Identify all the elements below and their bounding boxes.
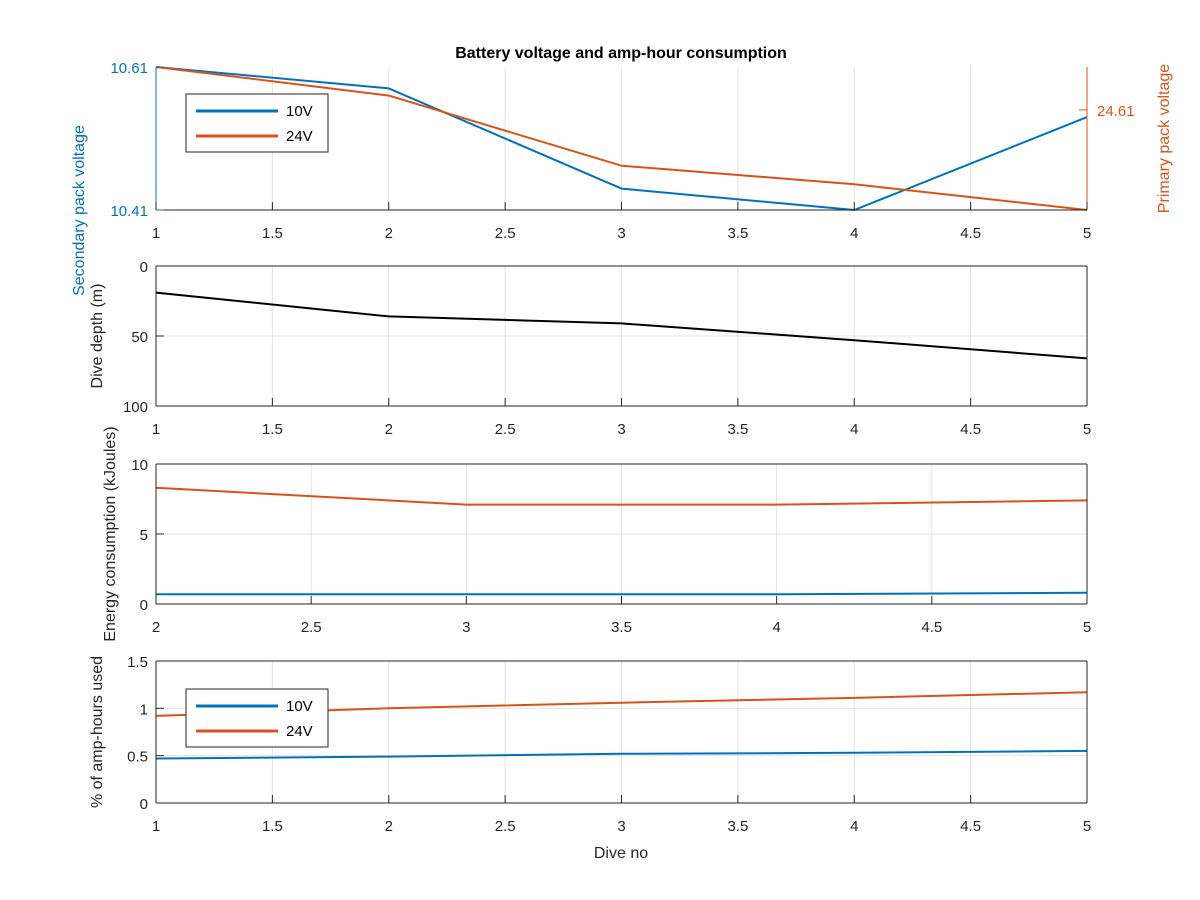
x-tick-label: 1.5 [262, 421, 283, 438]
x-tick-label: 4 [850, 225, 858, 242]
x-tick-label: 1.5 [262, 225, 283, 242]
x-tick-label: 3.5 [727, 818, 748, 835]
y-tick-label: 0 [140, 796, 148, 813]
legend-box [185, 93, 329, 153]
x-tick-label: 5 [1083, 818, 1091, 835]
x-tick-label: 1 [152, 225, 160, 242]
y-axis-label: Energy consumption (kJoules) [102, 426, 119, 641]
subplot-3: 2 2.5 3 3.5 4 4.5 5 0 5 10 Energy consumption (kJo… [102, 426, 1091, 641]
x-tick-label: 3 [462, 619, 470, 636]
x-tick-label: 4.5 [960, 818, 981, 835]
x-tick-label: 4 [850, 421, 858, 438]
x-tick-label: 4 [850, 818, 858, 835]
x-tick-label: 1.5 [262, 818, 283, 835]
y-tick-label-right: 24.61 [1097, 103, 1135, 120]
x-tick-label: 3.5 [611, 619, 632, 636]
y-tick-label: 0 [140, 597, 148, 614]
subplot-4: 1 1.5 2 2.5 3 3.5 4 4.5 5 0 0.5 1 1.5 % of amp-hours … [89, 654, 1091, 835]
x-tick-label: 2.5 [495, 421, 516, 438]
series-line [155, 66, 1088, 211]
subplot-1: 1 1.5 2 2.5 3 3.5 4 4.5 5 10.41 10.61 24.61 Secondar… [71, 60, 1173, 296]
series-line [155, 66, 1088, 211]
x-tick-label: 4 [772, 619, 780, 636]
y-tick-label: 50 [131, 329, 148, 346]
legend-entry: 24V [286, 723, 313, 740]
x-tick-label: 3.5 [727, 421, 748, 438]
legend-entry: 24V [286, 128, 313, 145]
y-tick-label: 10.61 [110, 60, 148, 77]
x-tick-label: 1 [152, 421, 160, 438]
x-tick-label: 5 [1083, 619, 1091, 636]
x-tick-label: 3 [617, 421, 625, 438]
x-tick-label: 2.5 [495, 818, 516, 835]
legend-box [185, 688, 329, 748]
x-tick-label: 4.5 [960, 225, 981, 242]
series-line [155, 486, 1088, 506]
y-tick-label: 1.5 [127, 654, 148, 671]
series-line [156, 591, 1088, 596]
x-axis-label: Dive no [594, 845, 648, 862]
subplots: 1 1.5 2 2.5 3 3.5 4 4.5 5 10.41 10.61 24.61 Secondar… [71, 60, 1173, 835]
x-tick-label: 2 [152, 619, 160, 636]
x-tick-label: 3 [617, 225, 625, 242]
x-tick-label: 4.5 [921, 619, 942, 636]
x-tick-label: 1 [152, 818, 160, 835]
series-line [155, 291, 1088, 360]
x-tick-label: 4.5 [960, 421, 981, 438]
x-tick-label: 2.5 [301, 619, 322, 636]
y-tick-label: 100 [123, 399, 148, 416]
y-tick-label: 10.41 [110, 203, 148, 220]
series-line [155, 749, 1088, 760]
chart-title: Battery voltage and amp-hour consumption [455, 45, 787, 62]
y-tick-label: 10 [131, 457, 148, 474]
x-tick-label: 3.5 [727, 225, 748, 242]
x-tick-label: 5 [1083, 225, 1091, 242]
x-tick-label: 2 [385, 818, 393, 835]
y-axis-label-right: Primary pack voltage [1156, 64, 1173, 213]
x-tick-label: 2 [385, 421, 393, 438]
y-tick-label: 1 [140, 701, 148, 718]
y-axis-label: Secondary pack voltage [71, 125, 88, 296]
x-tick-label: 5 [1083, 421, 1091, 438]
y-tick-label: 0.5 [127, 749, 148, 766]
x-tick-label: 3 [617, 818, 625, 835]
legend-entry: 10V [286, 698, 313, 715]
x-tick-label: 2 [385, 225, 393, 242]
y-tick-label: 0 [140, 259, 148, 276]
x-tick-label: 2.5 [495, 225, 516, 242]
legend-entry: 10V [286, 103, 313, 120]
y-tick-label: 5 [140, 527, 148, 544]
y-axis-label: Dive depth (m) [89, 284, 106, 389]
y-axis-label: % of amp-hours used [89, 656, 106, 808]
